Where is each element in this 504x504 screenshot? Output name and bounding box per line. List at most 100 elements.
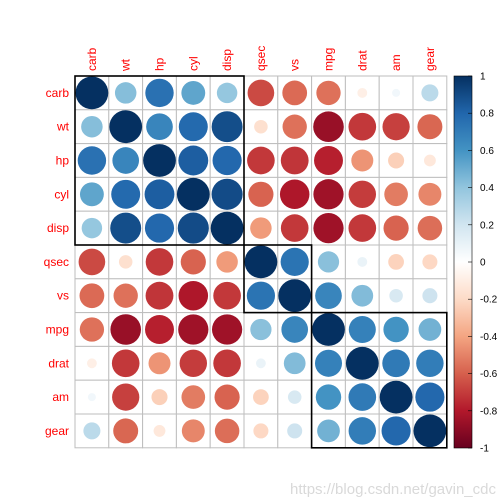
- row-label-gear: gear: [45, 424, 69, 438]
- corr-circle-cyl-carb: [79, 182, 104, 207]
- corr-circle-gear-cyl: [181, 419, 205, 443]
- corr-circle-mpg-drat: [348, 315, 376, 344]
- corr-circle-wt-carb: [81, 115, 103, 138]
- colorbar-tick-label: 0.6: [480, 146, 494, 157]
- col-label-mpg: mpg: [322, 48, 336, 71]
- corr-circle-disp-hp: [144, 213, 175, 243]
- corr-circle-carb-mpg: [316, 80, 341, 106]
- corr-circle-qsec-drat: [357, 256, 368, 267]
- corr-circle-gear-am: [381, 416, 411, 446]
- corr-circle-cyl-am: [384, 182, 408, 207]
- col-label-am: am: [389, 54, 403, 71]
- corr-circle-wt-vs: [282, 114, 307, 139]
- corr-circle-drat-wt: [111, 349, 140, 378]
- corr-circle-disp-mpg: [313, 212, 344, 244]
- corr-circle-vs-cyl: [178, 280, 209, 311]
- corr-circle-qsec-gear: [422, 254, 438, 270]
- corr-circle-gear-wt: [113, 418, 139, 444]
- corr-circle-am-carb: [87, 393, 96, 402]
- col-label-drat: drat: [355, 50, 369, 71]
- corr-circle-qsec-vs: [280, 247, 309, 277]
- corr-circle-am-hp: [151, 389, 168, 406]
- corr-circle-carb-hp: [145, 78, 174, 108]
- corr-circle-vs-drat: [351, 284, 374, 307]
- col-label-vs: vs: [288, 59, 302, 71]
- corr-circle-qsec-mpg: [317, 251, 340, 273]
- corr-circle-gear-vs: [287, 423, 303, 439]
- corr-circle-drat-vs: [283, 352, 306, 375]
- corr-circle-wt-cyl: [178, 112, 208, 142]
- corr-circle-am-mpg: [315, 384, 342, 410]
- corr-circle-mpg-wt: [110, 314, 141, 345]
- colorbar-tick-label: 0: [480, 258, 486, 269]
- row-label-qsec: qsec: [44, 255, 69, 269]
- corr-circle-vs-carb: [79, 283, 105, 309]
- corr-circle-vs-vs: [278, 279, 312, 313]
- row-label-disp: disp: [47, 221, 69, 235]
- corr-circle-qsec-qsec: [244, 245, 278, 279]
- corr-circle-carb-vs: [282, 80, 308, 106]
- col-label-disp: disp: [220, 49, 234, 71]
- corr-circle-drat-carb: [86, 358, 97, 369]
- corr-circle-carb-drat: [357, 87, 368, 98]
- corr-circle-cyl-cyl: [176, 177, 210, 211]
- colorbar-tick-label: -0.8: [480, 406, 498, 417]
- corr-circle-hp-hp: [143, 144, 176, 177]
- corr-circle-disp-wt: [110, 212, 142, 244]
- corr-circle-mpg-hp: [145, 315, 174, 344]
- corr-circle-carb-disp: [216, 82, 238, 104]
- corr-circle-vs-disp: [213, 281, 241, 310]
- corr-circle-wt-drat: [348, 112, 377, 141]
- row-label-hp: hp: [56, 154, 70, 168]
- row-label-cyl: cyl: [54, 187, 69, 201]
- corr-circle-mpg-disp: [211, 314, 243, 345]
- row-label-wt: wt: [56, 120, 70, 134]
- corr-circle-drat-mpg: [314, 349, 343, 377]
- corr-circle-wt-am: [382, 113, 410, 141]
- colorbar-tick-label: -0.4: [480, 332, 498, 343]
- corr-circle-qsec-hp: [145, 248, 174, 276]
- corr-circle-gear-mpg: [317, 419, 340, 443]
- corr-circle-gear-drat: [348, 417, 377, 445]
- corr-circle-hp-cyl: [178, 145, 209, 176]
- colorbar-tick-label: -0.6: [480, 369, 498, 380]
- corr-circle-am-vs: [287, 390, 302, 404]
- corr-circle-vs-gear: [422, 288, 438, 304]
- corr-circle-cyl-vs: [279, 179, 310, 210]
- corr-circle-mpg-gear: [418, 318, 442, 341]
- corr-circle-qsec-disp: [216, 251, 238, 273]
- col-label-gear: gear: [423, 47, 437, 71]
- corr-circle-drat-am: [382, 349, 410, 378]
- corr-circle-wt-mpg: [313, 111, 344, 142]
- row-label-mpg: mpg: [46, 323, 69, 337]
- corr-circle-disp-drat: [348, 214, 377, 242]
- corr-circle-hp-drat: [351, 149, 374, 172]
- corr-circle-qsec-carb: [78, 248, 106, 276]
- corr-circle-hp-mpg: [314, 146, 343, 175]
- corr-circle-cyl-qsec: [248, 181, 274, 207]
- corr-circle-gear-carb: [83, 422, 101, 440]
- corr-circle-wt-disp: [211, 111, 243, 143]
- corr-circle-wt-qsec: [254, 119, 268, 134]
- corr-circle-wt-wt: [109, 110, 143, 144]
- corr-circle-qsec-cyl: [180, 249, 206, 275]
- cluster-rect-1: [74, 75, 245, 246]
- corr-circle-cyl-hp: [144, 179, 175, 210]
- corr-circle-carb-wt: [114, 82, 137, 104]
- corr-circle-mpg-mpg: [312, 313, 345, 346]
- corr-circle-vs-am: [389, 288, 403, 303]
- corr-circle-carb-qsec: [247, 79, 275, 107]
- corr-circle-drat-qsec: [255, 358, 266, 369]
- corr-circle-vs-hp: [145, 281, 174, 310]
- colorbar-tick-label: 1: [480, 72, 486, 83]
- col-label-cyl: cyl: [186, 56, 200, 71]
- col-label-wt: wt: [119, 58, 133, 72]
- corr-circle-mpg-qsec: [250, 318, 272, 341]
- colorbar-tick-label: -1: [480, 444, 489, 455]
- corr-circle-cyl-gear: [418, 182, 442, 206]
- corr-circle-vs-wt: [113, 283, 138, 308]
- corr-circle-vs-qsec: [246, 281, 276, 310]
- cluster-rectangles: [74, 75, 448, 449]
- corr-circle-am-drat: [348, 383, 377, 411]
- colorbar-tick-label: -0.2: [480, 295, 498, 306]
